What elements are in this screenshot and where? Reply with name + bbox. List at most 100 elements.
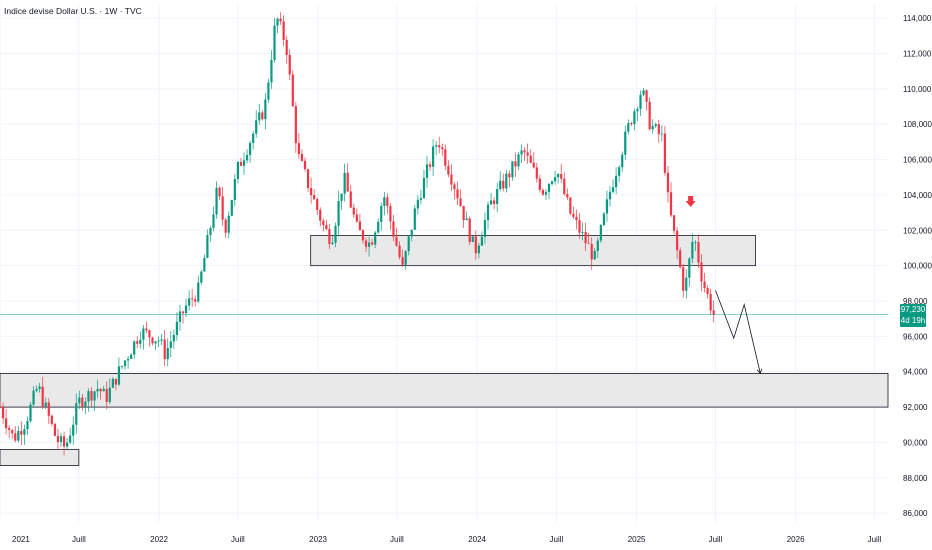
candle-body: [441, 147, 444, 150]
candle-body: [72, 424, 75, 436]
candle-body: [581, 231, 584, 233]
support-zones: [0, 235, 889, 466]
candle-body: [697, 241, 700, 263]
candle-body: [459, 198, 462, 206]
candle-body: [209, 228, 212, 235]
candle-body: [151, 337, 154, 344]
time-axis[interactable]: 2021 Juill 2022 Juill 2023 Juill 2024 Juill 2025…: [12, 535, 882, 544]
candle-body: [310, 188, 313, 196]
candle-body: [233, 179, 236, 200]
x-tick-label: Juill: [550, 535, 564, 544]
candle-body: [93, 391, 96, 401]
candle-body: [660, 133, 663, 135]
candle-body: [657, 124, 660, 135]
down-arrow-marker: [685, 196, 696, 208]
candle-body: [96, 388, 99, 392]
candle-body: [221, 196, 224, 220]
candle-body: [50, 415, 53, 424]
candle-body: [444, 149, 447, 166]
candle-body: [276, 18, 279, 26]
candle-body: [550, 181, 554, 184]
candle-body: [322, 220, 325, 226]
candle-body: [258, 112, 261, 121]
candle-body: [712, 310, 715, 315]
zone-rectangle: [0, 449, 80, 466]
candle-body: [371, 242, 374, 245]
candle-body: [605, 199, 609, 214]
candle-body: [374, 232, 377, 245]
candle-body: [523, 150, 526, 153]
projection-path: [715, 290, 763, 375]
candle-body: [627, 123, 630, 132]
candle-body: [477, 245, 480, 254]
last-price-value: 97,230: [900, 305, 926, 314]
candle-body: [245, 154, 249, 161]
projection-line: [715, 290, 761, 374]
candle-body: [575, 216, 578, 221]
candle-body: [532, 162, 535, 168]
candle-body: [53, 423, 57, 436]
candle-body: [47, 402, 50, 416]
candle-body: [535, 167, 538, 179]
candle-body: [450, 174, 453, 185]
zone-rectangle: [310, 235, 756, 267]
candle-body: [557, 173, 560, 178]
x-tick-label: Juill: [72, 535, 86, 544]
candle-body: [529, 155, 532, 163]
candle-body: [560, 173, 563, 179]
bar-countdown: 4d 19h: [900, 316, 926, 325]
y-tick-label: 106,000: [903, 156, 932, 165]
candle-body: [502, 180, 505, 189]
candle-body: [633, 111, 636, 125]
candle-body: [349, 191, 352, 208]
candle-body: [346, 172, 349, 192]
projection-arrowhead: [756, 368, 763, 375]
y-tick-label: 90,000: [903, 438, 928, 447]
candle-body: [163, 339, 166, 360]
candle-body: [416, 199, 419, 209]
candle-body: [69, 435, 72, 443]
candle-body: [599, 225, 602, 241]
candle-body: [526, 152, 529, 156]
candle-body: [493, 200, 496, 205]
candle-body: [618, 167, 621, 176]
candle-body: [471, 236, 474, 243]
candle-body: [325, 225, 328, 230]
candle-body: [505, 173, 508, 189]
candle-body: [648, 101, 651, 130]
candle-body: [447, 165, 450, 175]
candle-body: [398, 245, 401, 258]
candle-body: [428, 164, 432, 167]
candle-body: [709, 293, 712, 311]
candle-body: [651, 125, 654, 130]
candle-body: [303, 160, 307, 170]
candle-body: [38, 386, 41, 389]
y-tick-label: 100,000: [903, 262, 932, 271]
candle-body: [136, 341, 139, 344]
candle-body: [483, 219, 487, 237]
candle-body: [285, 39, 288, 55]
candle-body: [386, 197, 389, 207]
candle-body: [517, 154, 520, 167]
y-tick-label: 110,000: [903, 85, 932, 94]
candle-body: [255, 120, 258, 134]
candle-body: [624, 131, 627, 155]
candle-body: [563, 178, 566, 195]
candle-body: [358, 221, 362, 231]
y-tick-label: 108,000: [903, 120, 932, 129]
x-tick-label: 2024: [468, 535, 486, 544]
candle-body: [20, 431, 23, 435]
candle-body: [273, 25, 276, 60]
candle-body: [383, 197, 386, 206]
candle-body: [392, 221, 395, 237]
price-axis[interactable]: 86,000 88,000 90,000 92,000 94,000 96,000 98,0…: [903, 14, 932, 518]
candle-body: [188, 298, 191, 306]
candle-body: [438, 145, 441, 148]
candle-body: [621, 154, 624, 168]
candle-body: [41, 386, 44, 407]
candle-body: [682, 267, 685, 291]
y-tick-label: 86,000: [903, 509, 928, 518]
candle-body: [181, 311, 185, 314]
candle-body: [514, 161, 517, 167]
